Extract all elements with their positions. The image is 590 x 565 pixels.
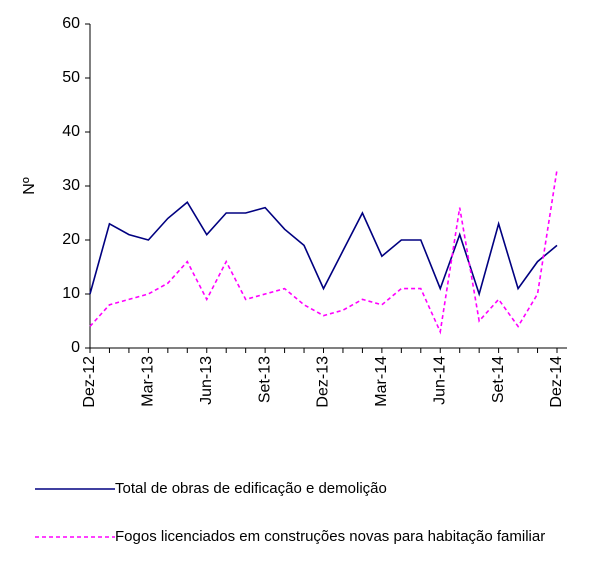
y-tick-label: 10 — [62, 285, 80, 302]
x-tick-label: Set-14 — [490, 356, 507, 403]
legend-label: Total de obras de edificação e demolição — [115, 480, 387, 497]
legend-item: Total de obras de edificação e demolição — [35, 480, 580, 497]
legend-item: Fogos licenciados em construções novas p… — [35, 528, 580, 545]
y-axis-label: Nº — [21, 177, 38, 195]
x-tick-label: Jun-13 — [198, 356, 215, 405]
x-tick-label: Set-13 — [256, 356, 273, 403]
y-tick-label: 60 — [62, 15, 80, 32]
series-line — [89, 169, 558, 335]
series-line — [89, 200, 558, 297]
chart: Nº 0 10 20 30 40 50 60 Dez-12 Mar-13 Jun-13 Set-13… — [21, 15, 567, 408]
y-tick-label: 50 — [62, 69, 80, 86]
legend-swatch — [35, 536, 115, 538]
legend-label: Fogos licenciados em construções novas p… — [115, 528, 546, 545]
x-tick-label: Jun-14 — [431, 356, 448, 405]
y-tick-label: 30 — [62, 177, 80, 194]
x-tick-label: Dez-14 — [548, 356, 565, 408]
y-tick-label: 40 — [62, 123, 80, 140]
y-tick-label: 20 — [62, 231, 80, 248]
legend-swatch — [35, 488, 115, 490]
x-tick-label: Mar-13 — [140, 356, 157, 407]
x-tick-label: Dez-13 — [315, 356, 332, 408]
x-tick-label: Mar-14 — [373, 356, 390, 407]
x-tick-label: Dez-12 — [81, 356, 98, 408]
y-tick-label: 0 — [71, 339, 80, 356]
